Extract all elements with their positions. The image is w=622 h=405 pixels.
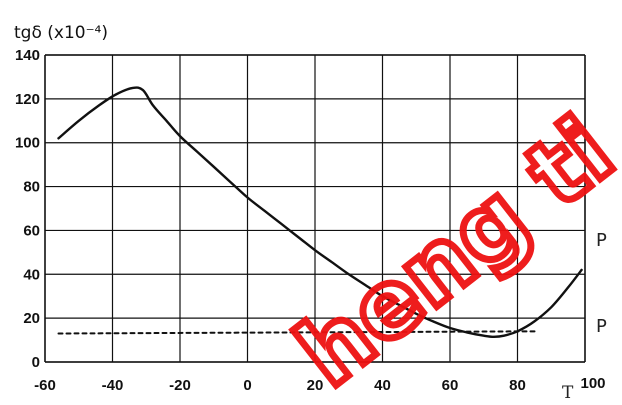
y-tick-label: 80 <box>23 179 40 196</box>
curve-label-lower: P <box>596 316 607 337</box>
y-tick-label: 60 <box>23 222 40 239</box>
grid <box>44 54 586 363</box>
series-line-solid <box>57 86 583 339</box>
tick-labels: 0 20 40 60 80 100 120 140 -60 -40 -20 0 20 40 60 80 100 <box>15 47 606 394</box>
y-tick-label: 20 <box>23 310 40 327</box>
x-axis-label: T <box>562 383 574 403</box>
x-tick-label: 100 <box>580 375 605 392</box>
y-tick-label: 140 <box>15 47 40 64</box>
y-axis-label: tgδ (x10⁻⁴) <box>14 23 108 43</box>
y-tick-label: 120 <box>15 91 40 108</box>
y-tick-label: 100 <box>15 135 40 152</box>
series-line-dotted <box>57 330 539 335</box>
x-tick-label: 40 <box>374 377 391 394</box>
x-tick-label: -40 <box>102 377 124 394</box>
x-tick-label: 20 <box>307 377 324 394</box>
y-tick-label: 0 <box>32 354 40 371</box>
x-tick-label: 0 <box>243 377 251 394</box>
y-tick-label: 40 <box>23 266 40 283</box>
x-tick-label: -20 <box>169 377 191 394</box>
curve-label-upper: P <box>596 230 607 251</box>
x-tick-label: -60 <box>34 377 56 394</box>
series-lines <box>57 86 583 339</box>
x-tick-label: 80 <box>509 377 526 394</box>
x-tick-label: 60 <box>442 377 459 394</box>
